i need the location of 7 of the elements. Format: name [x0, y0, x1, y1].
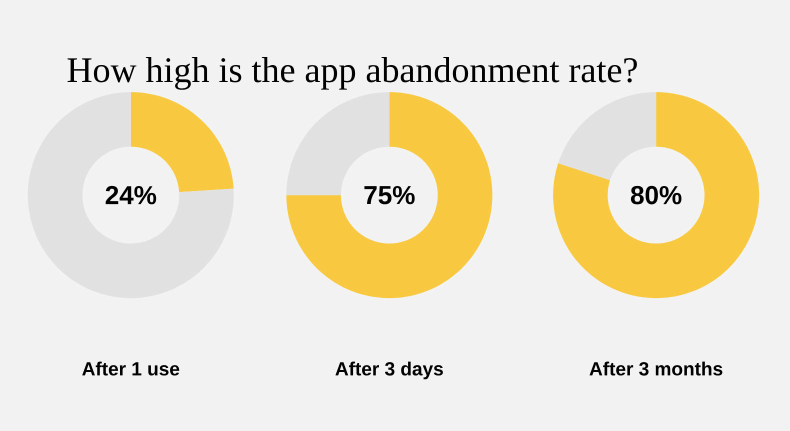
- text: After 1 use: [82, 362, 180, 376]
- text: After 3 days: [335, 362, 443, 380]
- data-label: 80%: [630, 186, 682, 204]
- text: After 3 months: [590, 362, 722, 376]
- text: How high is the app abandonment rate?: [68, 57, 637, 90]
- data-label: 24%: [106, 186, 156, 204]
- data-label: 75%: [364, 186, 415, 204]
